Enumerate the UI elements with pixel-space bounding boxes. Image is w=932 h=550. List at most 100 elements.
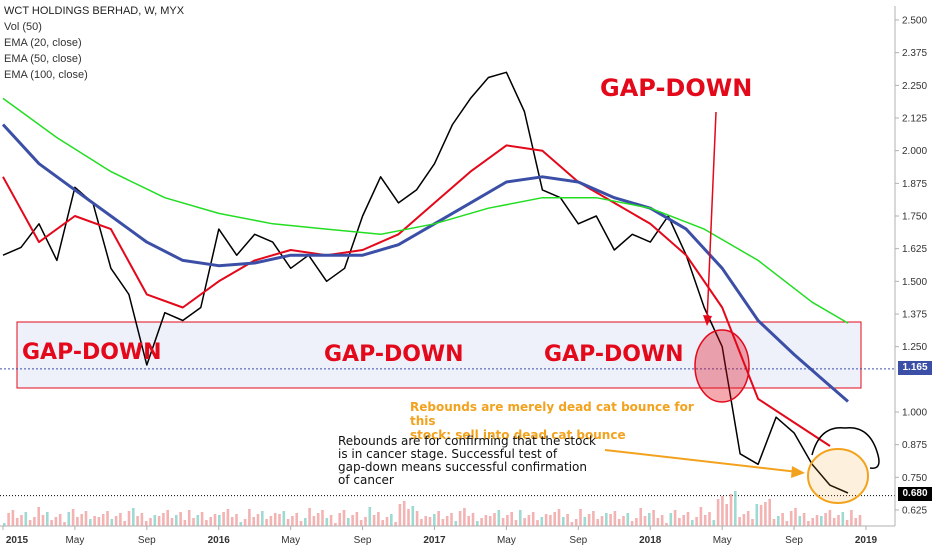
- legend-ema100: EMA (100, close): [4, 69, 88, 81]
- cancer-stage-note: Rebounds are for confirming that the sto…: [338, 434, 596, 487]
- volume-bar: [639, 508, 642, 526]
- volume-bar: [304, 518, 307, 526]
- volume-bar: [497, 510, 501, 526]
- volume-bar: [119, 513, 122, 526]
- y-tick-label: 1.250: [902, 342, 927, 353]
- volume-bar: [751, 519, 754, 526]
- volume-bar: [660, 515, 664, 526]
- volume-bar: [28, 520, 32, 526]
- volume-bar: [338, 513, 341, 526]
- volume-bar: [278, 514, 281, 526]
- volume-bar: [734, 491, 737, 526]
- volume-bar: [243, 519, 247, 526]
- volume-bar: [592, 511, 595, 526]
- volume-bar: [390, 514, 393, 526]
- y-tick-label: 1.750: [902, 212, 927, 223]
- volume-bar: [510, 512, 513, 526]
- volume-bar: [437, 511, 440, 526]
- y-tick-label: 0.750: [902, 473, 927, 484]
- volume-bar: [828, 510, 832, 526]
- volume-bar: [230, 517, 234, 526]
- volume-bar: [729, 494, 733, 526]
- volume-bar: [252, 517, 255, 526]
- y-tick-label: 2.375: [902, 48, 927, 59]
- volume-bar: [673, 510, 677, 526]
- x-tick-label: May: [497, 535, 516, 546]
- volume-bar: [50, 520, 53, 526]
- volume-bar: [764, 502, 767, 526]
- orange-arrow-head: [791, 466, 805, 478]
- volume-bar: [123, 521, 126, 526]
- volume-bar: [265, 519, 268, 526]
- gap-down-label-left: GAP-DOWN: [22, 340, 162, 365]
- y-tick-label: 1.000: [902, 408, 927, 419]
- volume-bar: [71, 509, 75, 526]
- volume-bar: [127, 511, 131, 526]
- y-tick-label: 1.500: [902, 277, 927, 288]
- volume-bar: [424, 516, 427, 526]
- volume-bar: [334, 523, 337, 526]
- volume-bar: [480, 518, 483, 526]
- volume-bar: [527, 515, 531, 526]
- volume-bar: [377, 512, 380, 526]
- volume-bar: [832, 518, 836, 526]
- volume-bar: [811, 518, 814, 526]
- volume-bar: [295, 513, 298, 526]
- volume-bar: [789, 511, 793, 526]
- volume-bar: [781, 513, 784, 526]
- volume-bar: [407, 509, 410, 526]
- volume-bar: [514, 520, 518, 526]
- y-tick-label: 0.625: [902, 506, 927, 517]
- series-ema20-line: [2, 144, 831, 447]
- volume-bar: [531, 512, 535, 526]
- x-tick-label: 2017: [423, 535, 446, 546]
- x-tick-label: 2018: [639, 535, 662, 546]
- volume-bar: [695, 517, 698, 526]
- volume-bar: [248, 509, 251, 526]
- volume-bar: [76, 517, 79, 526]
- volume-bar: [428, 517, 432, 526]
- volume-bar: [854, 518, 857, 526]
- volume-bar: [166, 510, 169, 526]
- volume-bar: [665, 523, 668, 526]
- volume-bar: [256, 514, 260, 526]
- volume-bar: [557, 509, 561, 526]
- x-tick-label: Sep: [785, 535, 803, 546]
- orange-arrow-line: [604, 449, 799, 473]
- volume-bar: [411, 506, 415, 526]
- volume-bar: [445, 516, 449, 526]
- volume-bar: [3, 523, 6, 526]
- volume-bar: [192, 518, 195, 526]
- volume-bar: [841, 512, 845, 526]
- volume-bar: [114, 516, 118, 526]
- red-arrow-head: [703, 315, 712, 326]
- volume-bar: [609, 514, 612, 526]
- x-tick-label: Sep: [569, 535, 587, 546]
- volume-bar: [433, 514, 436, 526]
- volume-bar: [742, 514, 746, 526]
- x-tick-label: 2016: [208, 535, 231, 546]
- volume-bar: [476, 521, 479, 526]
- volume-bar: [312, 516, 316, 526]
- y-tick-label: 2.250: [902, 81, 927, 92]
- volume-bar: [149, 518, 152, 526]
- volume-bar: [179, 512, 182, 526]
- volume-bar: [200, 512, 204, 526]
- volume-bar: [807, 521, 810, 526]
- volume-bar: [101, 514, 105, 526]
- price-tag-last: 0.680: [898, 487, 932, 501]
- volume-bar: [46, 512, 49, 526]
- volume-bar: [106, 511, 109, 526]
- volume-bar: [686, 512, 690, 526]
- volume-bar: [140, 513, 144, 526]
- volume-bar: [458, 511, 462, 526]
- volume-bar: [845, 520, 849, 526]
- volume-bar: [622, 516, 625, 526]
- volume-bar: [196, 515, 200, 526]
- volume-bar: [15, 518, 19, 526]
- volume-bar: [273, 513, 277, 526]
- volume-bar: [54, 517, 58, 526]
- axes: 2.500 2.375 2.250 2.125 2.000 1.875 1.750 1.625…: [0, 6, 927, 546]
- volume-bar: [562, 517, 565, 526]
- volume-bar: [347, 518, 350, 526]
